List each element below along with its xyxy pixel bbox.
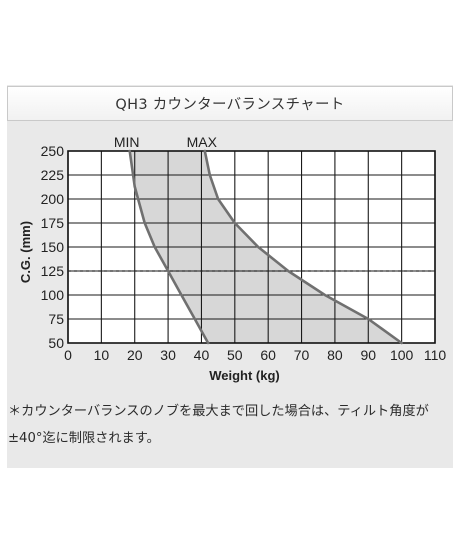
- footnote: ＊カウンターバランスのノブを最大まで回した場合は、ティルト角度が ±40°迄に制…: [7, 398, 453, 452]
- footnote-line-1: ＊カウンターバランスのノブを最大まで回した場合は、ティルト角度が: [8, 404, 429, 419]
- x-tick-label: 90: [360, 347, 376, 363]
- chart-title-bar: QH3 カウンターバランスチャート: [7, 86, 453, 121]
- y-tick-label: 125: [41, 263, 65, 279]
- x-tick-label: 50: [227, 347, 243, 363]
- series-line-max: [203, 149, 403, 345]
- y-tick-label: 75: [48, 311, 64, 327]
- y-tick-label: 225: [41, 167, 65, 183]
- x-tick-label: 0: [64, 347, 72, 363]
- series-line-min: [128, 149, 210, 345]
- y-tick-label: 250: [41, 143, 65, 159]
- x-tick-label: 100: [390, 347, 414, 363]
- x-tick-label: 20: [127, 347, 143, 363]
- y-tick-label: 175: [41, 215, 65, 231]
- y-tick-label: 200: [41, 191, 65, 207]
- x-tick-label: 30: [160, 347, 176, 363]
- x-tick-label: 40: [194, 347, 210, 363]
- y-tick-label: 100: [41, 287, 65, 303]
- y-tick-label: 50: [48, 335, 64, 351]
- x-tick-label: 70: [294, 347, 310, 363]
- footnote-line-2: ±40°迄に制限されます。: [8, 431, 160, 446]
- plot-border: [67, 150, 436, 344]
- series-label-min: MIN: [114, 134, 140, 150]
- series-label-max: MAX: [187, 134, 218, 150]
- x-tick-label: 10: [94, 347, 110, 363]
- page-title: QH3 カウンターバランスチャート: [115, 97, 345, 113]
- y-axis-label: C.G. (mm): [18, 221, 33, 283]
- x-tick-label: 60: [260, 347, 276, 363]
- y-tick-label: 150: [41, 239, 65, 255]
- x-tick-label: 110: [424, 347, 447, 363]
- x-axis-label: Weight (kg): [209, 368, 280, 383]
- x-tick-label: 80: [327, 347, 343, 363]
